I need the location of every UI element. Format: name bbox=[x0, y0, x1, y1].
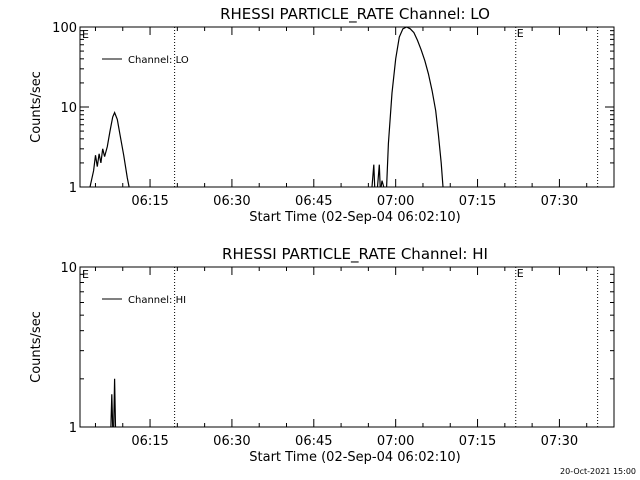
series-line bbox=[386, 26, 444, 188]
corner-marker-label: E bbox=[82, 28, 89, 41]
chart-title: RHESSI PARTICLE_RATE Channel: HI bbox=[222, 245, 488, 264]
series-line bbox=[371, 164, 376, 188]
y-axis-label: Counts/sec bbox=[29, 311, 44, 383]
x-tick-label: 07:15 bbox=[459, 194, 496, 209]
x-tick-label: 07:15 bbox=[459, 434, 496, 449]
chart-title: RHESSI PARTICLE_RATE Channel: LO bbox=[220, 5, 490, 24]
footer-timestamp: 20-Oct-2021 15:00 bbox=[560, 467, 636, 476]
event-marker-label: E bbox=[517, 267, 524, 280]
y-axis-label: Counts/sec bbox=[29, 71, 44, 143]
y-tick-label: 1 bbox=[69, 421, 77, 436]
legend-label: Channel: HI bbox=[128, 295, 186, 306]
y-tick-label: 1 bbox=[69, 181, 77, 196]
series-line bbox=[89, 111, 130, 188]
event-marker-label: E bbox=[517, 27, 524, 40]
series-line bbox=[110, 394, 114, 428]
x-tick-label: 07:30 bbox=[541, 194, 578, 209]
x-tick-label: 07:30 bbox=[541, 434, 578, 449]
x-tick-label: 06:45 bbox=[295, 434, 332, 449]
y-tick-label: 10 bbox=[60, 261, 77, 276]
x-axis-label: Start Time (02-Sep-04 06:02:10) bbox=[249, 210, 460, 225]
series-line bbox=[113, 378, 117, 428]
y-tick-label: 100 bbox=[52, 21, 77, 36]
panel-lo: RHESSI PARTICLE_RATE Channel: LO 06:15 06:… bbox=[29, 5, 615, 225]
plot-frame bbox=[79, 26, 615, 188]
legend-label: Channel: LO bbox=[128, 55, 189, 66]
x-tick-label: 06:30 bbox=[213, 194, 250, 209]
x-tick-label: 06:15 bbox=[131, 434, 168, 449]
series-line bbox=[380, 180, 385, 188]
x-tick-label: 06:45 bbox=[295, 194, 332, 209]
x-tick-label: 06:30 bbox=[213, 434, 250, 449]
x-tick-label: 07:00 bbox=[377, 194, 414, 209]
panel-hi: RHESSI PARTICLE_RATE Channel: HI 06:15 06:… bbox=[29, 245, 615, 465]
corner-marker-label: E bbox=[82, 268, 89, 281]
x-tick-label: 06:15 bbox=[131, 194, 168, 209]
plot-frame bbox=[79, 266, 615, 428]
x-axis-label: Start Time (02-Sep-04 06:02:10) bbox=[249, 450, 460, 465]
y-tick-label: 10 bbox=[60, 101, 77, 116]
x-tick-label: 07:00 bbox=[377, 434, 414, 449]
series-line bbox=[376, 164, 381, 188]
